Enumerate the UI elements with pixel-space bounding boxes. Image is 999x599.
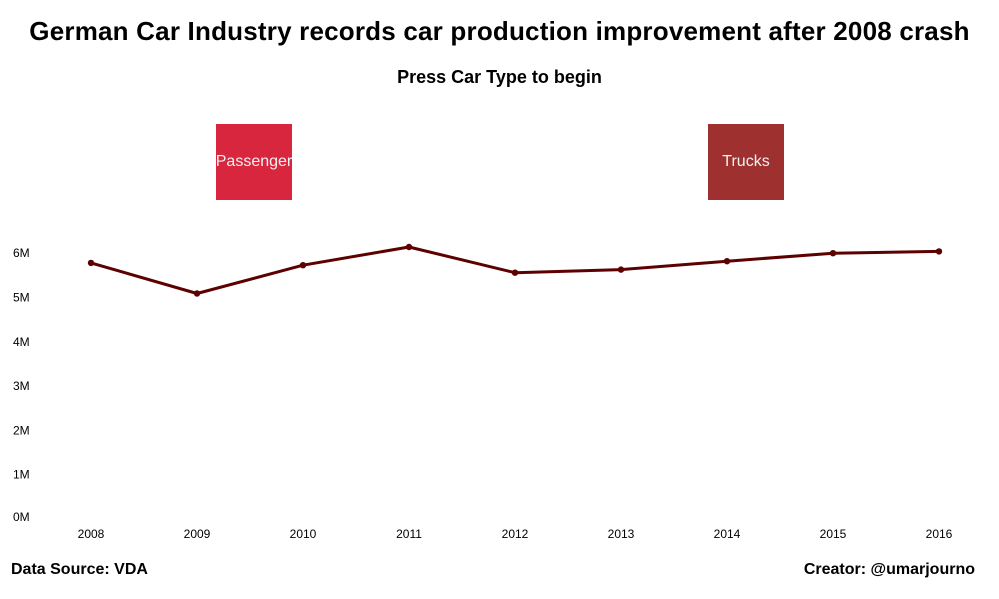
y-tick-label: 3M	[13, 379, 30, 393]
x-tick-label: 2014	[714, 527, 741, 541]
data-point[interactable]	[723, 258, 731, 265]
data-source: Data Source: VDA	[11, 561, 148, 578]
data-point[interactable]	[617, 266, 625, 273]
passenger-button[interactable]: Passenger	[216, 124, 292, 200]
x-tick-label: 2015	[820, 527, 847, 541]
x-tick-label: 2011	[396, 527, 422, 541]
x-tick-label: 2008	[78, 527, 105, 541]
line-chart: 0M 1M 2M 3M 4M 5M 6M 2008 2009 2010 2011 2012 2013 20…	[13, 243, 953, 541]
data-point[interactable]	[829, 250, 837, 257]
x-tick-label: 2009	[184, 527, 211, 541]
x-tick-label: 2013	[608, 527, 635, 541]
y-tick-label: 4M	[13, 335, 30, 349]
y-tick-label: 5M	[13, 291, 30, 305]
creator-credit: Creator: @umarjourno	[803, 561, 975, 578]
y-tick-label: 2M	[13, 423, 30, 437]
x-tick-label: 2010	[290, 527, 317, 541]
y-tick-label: 1M	[13, 468, 30, 482]
y-tick-label: 0M	[13, 510, 30, 524]
x-tick-label: 2012	[502, 527, 529, 541]
data-point[interactable]	[87, 259, 95, 267]
chart-subtitle: Press Car Type to begin	[397, 67, 602, 87]
y-tick-label: 6M	[13, 246, 30, 260]
data-point[interactable]	[405, 243, 413, 251]
data-point[interactable]	[935, 248, 943, 255]
x-tick-label: 2016	[926, 527, 953, 541]
chart-title: German Car Industry records car producti…	[29, 16, 970, 46]
data-point[interactable]	[299, 262, 307, 269]
data-point[interactable]	[193, 290, 201, 297]
trucks-button[interactable]: Trucks	[708, 124, 784, 200]
data-point[interactable]	[511, 269, 519, 276]
